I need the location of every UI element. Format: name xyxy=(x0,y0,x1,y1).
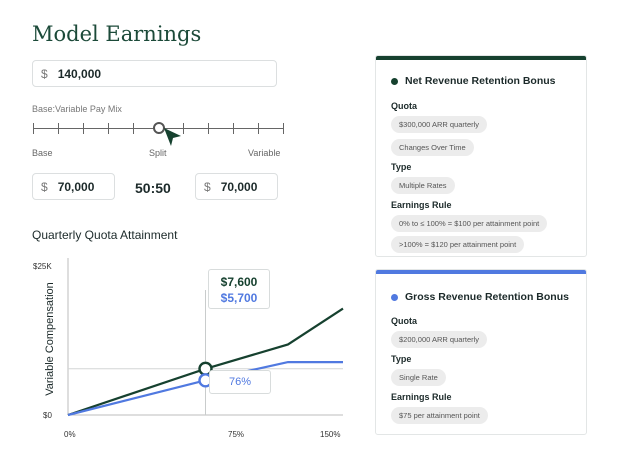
slider-tick xyxy=(283,123,284,134)
x-tick-label: 0% xyxy=(64,430,76,439)
type-pill: Multiple Rates xyxy=(391,177,455,194)
slider-left-label: Base xyxy=(32,148,53,158)
quota-pill: Changes Over Time xyxy=(391,139,474,156)
tooltip-green-value: $7,600 xyxy=(220,275,258,289)
slider-tick xyxy=(133,123,134,134)
blue-dot-icon xyxy=(391,293,398,301)
type-label: Type xyxy=(391,354,412,364)
slider-tick xyxy=(83,123,84,134)
page-title: Model Earnings xyxy=(32,22,202,46)
card-title: Gross Revenue Retention Bonus xyxy=(391,291,569,303)
rule-pill: $75 per attainment point xyxy=(391,407,488,424)
card-accent-bar xyxy=(376,270,586,274)
slider-middle-label: Split xyxy=(149,148,167,158)
total-pay-field[interactable]: $ 140,000 xyxy=(32,60,277,87)
pay-mix-slider[interactable] xyxy=(33,122,284,146)
chart-svg xyxy=(67,258,344,417)
slider-tick xyxy=(183,123,184,134)
earnings-rule-label: Earnings Rule xyxy=(391,392,452,402)
bonus-card-nrr[interactable]: Net Revenue Retention Bonus Quota $300,0… xyxy=(375,55,587,257)
type-pill: Single Rate xyxy=(391,369,446,386)
slider-tick xyxy=(208,123,209,134)
card-title-text: Gross Revenue Retention Bonus xyxy=(405,291,569,303)
currency-symbol: $ xyxy=(41,179,48,194)
rule-pill: 0% to ≤ 100% = $100 per attainment point xyxy=(391,215,548,232)
chart-title: Quarterly Quota Attainment xyxy=(32,228,178,242)
slider-tick xyxy=(233,123,234,134)
total-pay-value: 140,000 xyxy=(57,66,102,81)
bonus-card-grr[interactable]: Gross Revenue Retention Bonus Quota $200… xyxy=(375,269,587,435)
slider-tick xyxy=(108,123,109,134)
slider-tick xyxy=(33,123,34,134)
card-title: Net Revenue Retention Bonus xyxy=(391,75,556,87)
card-title-text: Net Revenue Retention Bonus xyxy=(405,75,556,87)
base-pay-field[interactable]: $ 70,000 xyxy=(32,173,115,200)
value-tooltip: $7,600 $5,700 xyxy=(208,269,270,309)
pay-mix-label: Base:Variable Pay Mix xyxy=(32,104,122,114)
quota-label: Quota xyxy=(391,316,417,326)
base-pay-value: 70,000 xyxy=(57,179,95,194)
quota-pill: $300,000 ARR quarterly xyxy=(391,116,488,133)
pay-ratio: 50:50 xyxy=(135,180,171,196)
currency-symbol: $ xyxy=(41,66,48,81)
y-tick-label: $25K xyxy=(33,262,52,271)
slider-tick xyxy=(58,123,59,134)
variable-pay-value: 70,000 xyxy=(220,179,258,194)
variable-pay-field[interactable]: $ 70,000 xyxy=(195,173,278,200)
cursor-arrow-icon xyxy=(164,128,181,146)
x-tick-label: 150% xyxy=(320,430,341,439)
attainment-tooltip: 76% xyxy=(209,370,271,394)
slider-tick xyxy=(258,123,259,134)
slider-right-label: Variable xyxy=(248,148,281,158)
card-accent-bar xyxy=(376,56,586,60)
x-tick-label: 75% xyxy=(228,430,245,439)
series-line-0 xyxy=(67,307,344,417)
rule-pill: >100% = $120 per attainment point xyxy=(391,236,525,253)
attainment-chart xyxy=(0,250,360,450)
y-tick-label: $0 xyxy=(43,411,52,420)
green-dot-icon xyxy=(391,77,398,85)
quota-label: Quota xyxy=(391,101,417,111)
currency-symbol: $ xyxy=(204,179,211,194)
y-axis-label: Variable Compensation xyxy=(44,282,56,396)
quota-pill: $200,000 ARR quarterly xyxy=(391,331,488,348)
type-label: Type xyxy=(391,162,412,172)
tooltip-blue-value: $5,700 xyxy=(220,291,258,305)
earnings-rule-label: Earnings Rule xyxy=(391,200,452,210)
